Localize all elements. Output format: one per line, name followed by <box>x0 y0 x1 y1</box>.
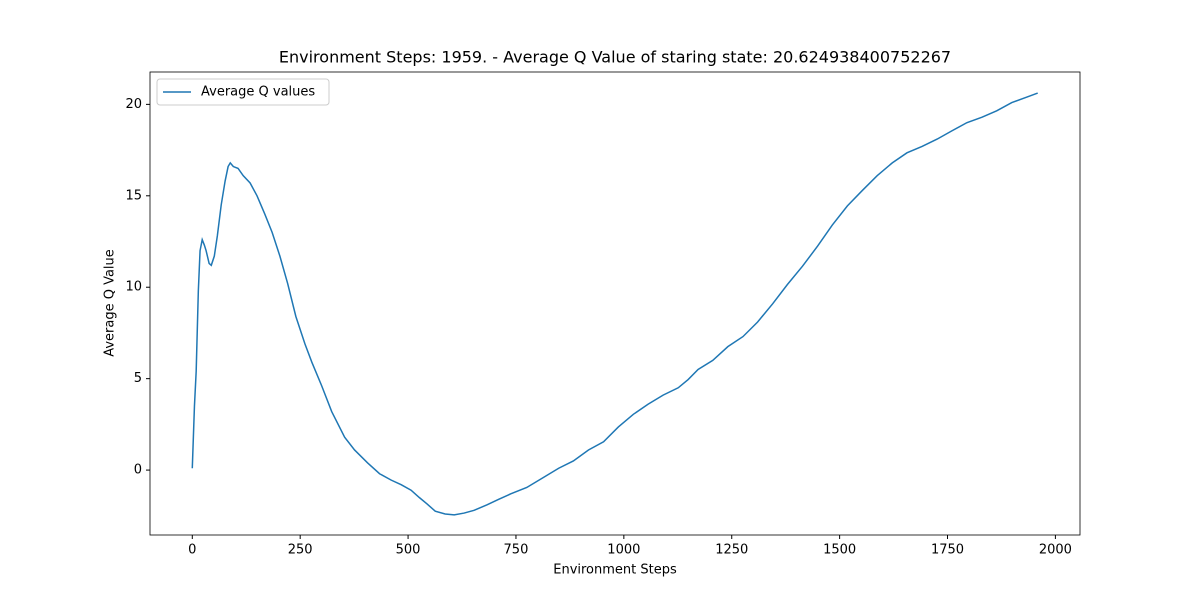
x-tick-label: 1000 <box>607 543 640 558</box>
y-tick-label: 10 <box>125 280 142 295</box>
y-axis-label: Average Q Value <box>103 249 118 357</box>
x-tick-label: 1250 <box>715 543 748 558</box>
legend-label: Average Q values <box>201 85 315 100</box>
x-tick-label: 2000 <box>1039 543 1072 558</box>
y-tick-label: 20 <box>125 97 142 112</box>
x-tick-label: 500 <box>396 543 421 558</box>
x-tick-label: 750 <box>504 543 529 558</box>
legend-box <box>156 78 330 106</box>
plot-frame <box>149 71 1081 536</box>
x-tick-label: 0 <box>188 543 196 558</box>
chart-title: Environment Steps: 1959. - Average Q Val… <box>279 48 951 67</box>
y-tick-label: 15 <box>125 188 142 203</box>
x-tick-label: 1750 <box>931 543 964 558</box>
x-tick-label: 250 <box>288 543 313 558</box>
data-line <box>191 92 1038 516</box>
y-tick-label: 0 <box>134 463 142 478</box>
x-axis-label: Environment Steps <box>553 563 677 578</box>
x-tick-label: 1500 <box>823 543 856 558</box>
y-tick-label: 5 <box>134 371 142 386</box>
